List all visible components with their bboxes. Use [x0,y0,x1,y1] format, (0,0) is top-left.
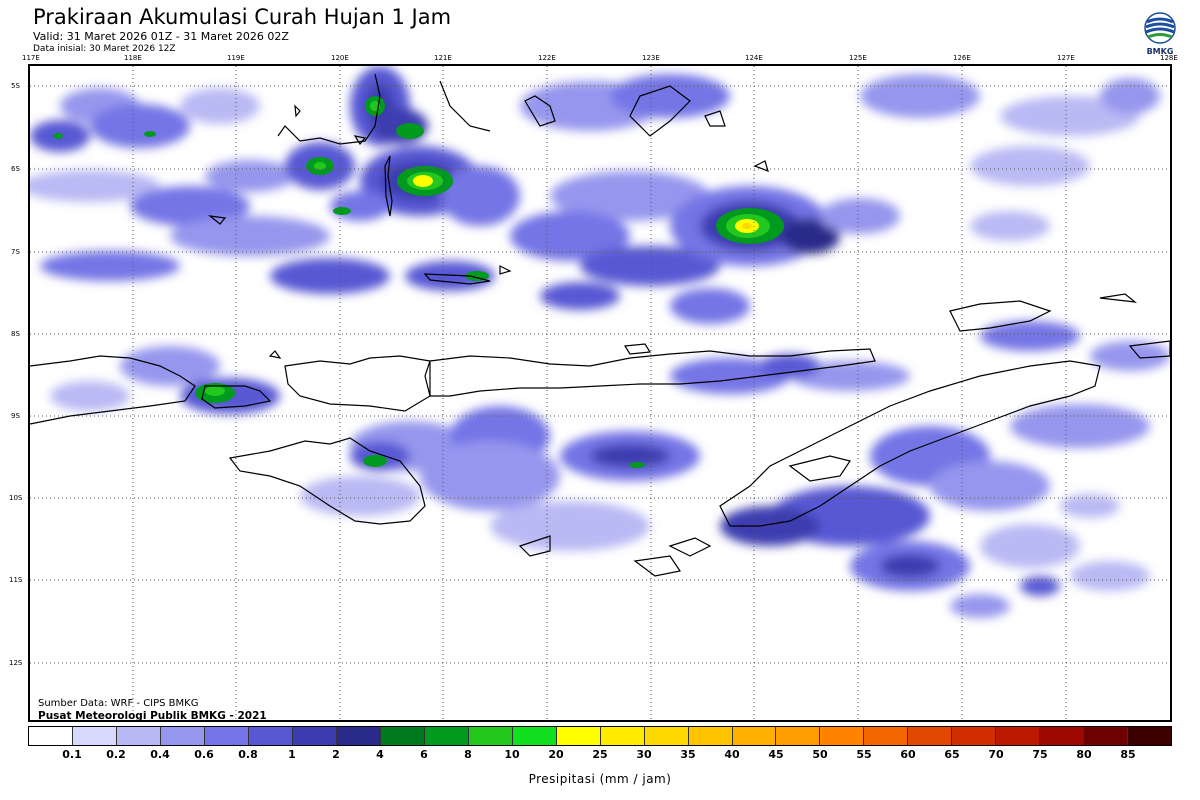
color-swatch [1040,727,1085,745]
color-swatch [864,727,909,745]
scale-label: 25 [592,748,608,761]
color-swatch [512,727,557,745]
color-swatch [336,727,381,745]
lon-label: 127E [1057,54,1075,62]
scale-label: 40 [724,748,740,761]
scale-label: 35 [680,748,696,761]
scale-label: 8 [464,748,472,761]
lat-label: 5S [11,82,20,90]
scale-label: 65 [944,748,960,761]
color-scale [28,726,1172,746]
lat-label: 10S [9,494,23,502]
bmkg-logo-icon: BMKG [1140,10,1180,56]
scale-label: 75 [1032,748,1048,761]
lat-label: 6S [11,165,20,173]
precipitation-map: 117E 118E [28,64,1172,722]
lat-label: 9S [11,412,20,420]
data-source: Sumber Data: WRF - CIPS BMKG [38,698,199,709]
color-swatch [688,727,733,745]
lat-label: 12S [9,659,23,667]
color-swatch [1128,727,1172,745]
color-swatch [776,727,821,745]
scale-label: 70 [988,748,1004,761]
color-swatch [29,727,73,745]
color-swatch [468,727,513,745]
scale-label: 1 [288,748,296,761]
scale-label: 10 [504,748,520,761]
scale-label: 85 [1120,748,1136,761]
scale-label: 45 [768,748,784,761]
color-swatch [820,727,865,745]
lat-labels: 5S 6S 7S 8S 9S 10S 11S 12S [0,0,40,800]
map-canvas: 117E 118E [30,66,1170,720]
color-swatch [952,727,997,745]
lon-label: 123E [642,54,660,62]
lon-label: 128E [1160,54,1178,62]
lat-label: 8S [11,330,20,338]
rain-field [30,66,1170,618]
scale-label: 0.4 [150,748,170,761]
scale-label: 0.2 [106,748,126,761]
lon-label: 125E [849,54,867,62]
color-swatch [1084,727,1129,745]
lon-label: 120E [331,54,349,62]
scale-label: 30 [636,748,652,761]
color-swatch [424,727,469,745]
graticule [30,66,1170,720]
initial-data: Data inisial: 30 Maret 2026 12Z [33,44,176,54]
color-swatch [732,727,777,745]
coastlines [30,73,1170,577]
color-swatch [160,727,205,745]
color-swatch [72,727,117,745]
lon-label: 117E [22,54,40,62]
color-swatch [908,727,953,745]
scale-label: 0.8 [238,748,258,761]
color-swatch [556,727,601,745]
color-swatch [292,727,337,745]
lon-label: 124E [745,54,763,62]
color-swatch [248,727,293,745]
publisher: Pusat Meteorologi Publik BMKG - 2021 [38,710,267,722]
lon-label: 119E [227,54,245,62]
lat-label: 11S [9,576,23,584]
svg-text:BMKG: BMKG [1147,47,1174,56]
color-swatch [204,727,249,745]
color-swatch [644,727,689,745]
scale-label: 60 [900,748,916,761]
scale-label: 4 [376,748,384,761]
rain-cores [53,96,784,468]
lat-label: 7S [11,248,20,256]
scale-label: 6 [420,748,428,761]
scale-label: 20 [548,748,564,761]
color-swatch [600,727,645,745]
scale-label: 0.6 [194,748,214,761]
lon-label: 126E [953,54,971,62]
lon-label: 121E [434,54,452,62]
unit-label: Presipitasi (mm / jam) [528,772,672,786]
scale-label: 50 [812,748,828,761]
scale-label: 2 [332,748,340,761]
lon-labels: 117E 118E 119E 120E 121E 122E 123E 124E … [0,54,1200,64]
scale-label: 0.1 [62,748,82,761]
scale-label: 80 [1076,748,1092,761]
color-swatch [116,727,161,745]
color-swatch [996,727,1041,745]
scale-label: 55 [856,748,872,761]
valid-period: Valid: 31 Maret 2026 01Z - 31 Maret 2026… [33,30,289,43]
lon-label: 118E [124,54,142,62]
lon-label: 122E [538,54,556,62]
color-swatch [380,727,425,745]
map-title: Prakiraan Akumulasi Curah Hujan 1 Jam [33,5,452,29]
